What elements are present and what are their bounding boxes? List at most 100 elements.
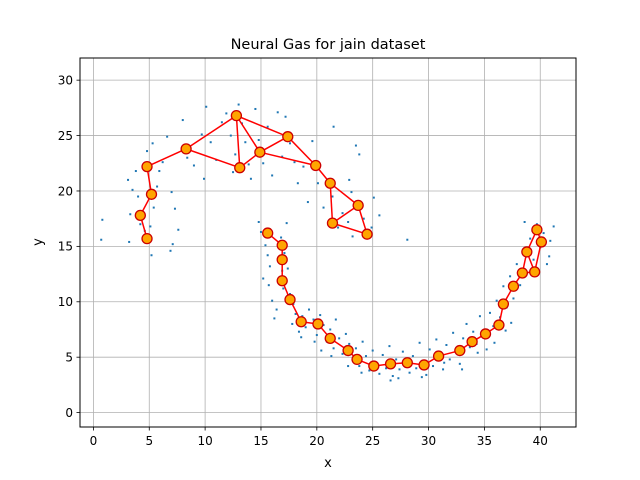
data-point	[192, 164, 195, 167]
data-point	[268, 265, 271, 268]
neural-gas-node	[134, 209, 146, 222]
y-axis-label: y	[31, 238, 46, 246]
data-point	[229, 134, 232, 137]
data-point	[271, 174, 274, 177]
data-point	[370, 226, 373, 229]
neural-gas-edge	[259, 151, 316, 167]
data-point	[266, 125, 269, 128]
data-point	[488, 311, 491, 314]
neural-gas-node	[141, 160, 153, 173]
data-point	[348, 178, 351, 181]
data-point	[203, 177, 205, 180]
data-point	[351, 235, 354, 238]
data-point	[267, 284, 270, 287]
neural-gas-node	[145, 188, 158, 200]
neural-gas-node	[351, 353, 363, 366]
x-tick-label: 10	[197, 434, 212, 448]
data-point	[209, 141, 212, 144]
data-point	[100, 238, 103, 241]
neural-gas-node	[529, 266, 541, 278]
data-point	[127, 178, 130, 181]
neural-gas-node	[310, 159, 322, 172]
neural-gas-node	[432, 350, 445, 362]
neural-gas-node	[276, 275, 288, 287]
data-point	[542, 232, 545, 235]
data-point	[257, 221, 260, 223]
data-point	[149, 225, 152, 228]
data-point	[406, 238, 409, 241]
neural-gas-node	[282, 131, 294, 143]
data-point	[385, 367, 388, 370]
data-point	[169, 249, 172, 252]
neural-gas-edge	[332, 222, 368, 235]
data-point	[504, 329, 507, 332]
data-point	[347, 221, 350, 223]
data-point	[362, 217, 365, 220]
data-point	[388, 345, 391, 348]
data-point	[264, 244, 267, 247]
data-point	[368, 369, 371, 372]
neural-gas-node	[324, 332, 336, 345]
data-point	[398, 368, 401, 371]
data-point	[129, 213, 132, 216]
data-point	[257, 139, 260, 141]
neural-gas-node	[254, 146, 266, 158]
neural-gas-node	[312, 318, 324, 330]
data-point	[139, 223, 142, 226]
data-point	[234, 153, 237, 156]
data-point	[316, 182, 319, 185]
data-point	[297, 330, 300, 333]
data-point	[146, 150, 149, 153]
data-point	[271, 299, 274, 302]
data-point	[552, 225, 555, 228]
data-point	[273, 317, 276, 320]
data-point	[401, 350, 404, 353]
neural-gas-edge	[235, 115, 261, 153]
data-point	[545, 263, 548, 266]
neural-gas-edge	[185, 148, 240, 169]
data-point	[338, 337, 341, 340]
neural-gas-node	[479, 328, 492, 340]
data-point	[282, 287, 285, 290]
data-point	[200, 133, 203, 136]
data-point	[262, 277, 265, 280]
grid-lines	[80, 58, 576, 427]
data-point	[285, 222, 288, 225]
data-point	[448, 358, 451, 361]
data-point	[523, 221, 526, 223]
data-point	[232, 171, 235, 174]
data-point	[548, 255, 551, 258]
data-point	[283, 252, 286, 255]
data-point	[262, 162, 265, 165]
data-point	[371, 349, 374, 352]
neural-gas-node	[516, 267, 529, 279]
neural-gas-node	[284, 293, 296, 306]
data-point	[442, 368, 445, 371]
neural-gas-node	[418, 359, 430, 371]
neural-gas-edge	[185, 114, 237, 150]
data-point	[495, 299, 498, 302]
data-point	[158, 170, 161, 173]
data-point	[476, 351, 479, 354]
data-point	[304, 326, 307, 329]
data-point	[515, 263, 518, 266]
data-point	[428, 348, 431, 351]
data-point	[408, 371, 411, 374]
data-point	[319, 314, 322, 317]
data-point	[445, 344, 448, 346]
data-point	[344, 332, 347, 335]
data-point	[510, 321, 513, 324]
data-point	[302, 165, 305, 168]
data-point	[249, 177, 252, 180]
neural-gas-node	[141, 232, 153, 245]
data-point	[173, 207, 176, 210]
data-point	[150, 254, 153, 257]
data-point	[161, 161, 164, 164]
data-point	[137, 195, 140, 198]
y-tick-label: 20	[58, 184, 73, 198]
data-point	[275, 308, 278, 311]
data-point	[493, 341, 496, 344]
data-point	[101, 218, 104, 221]
neural-gas-node	[234, 162, 246, 174]
data-point	[259, 230, 262, 233]
